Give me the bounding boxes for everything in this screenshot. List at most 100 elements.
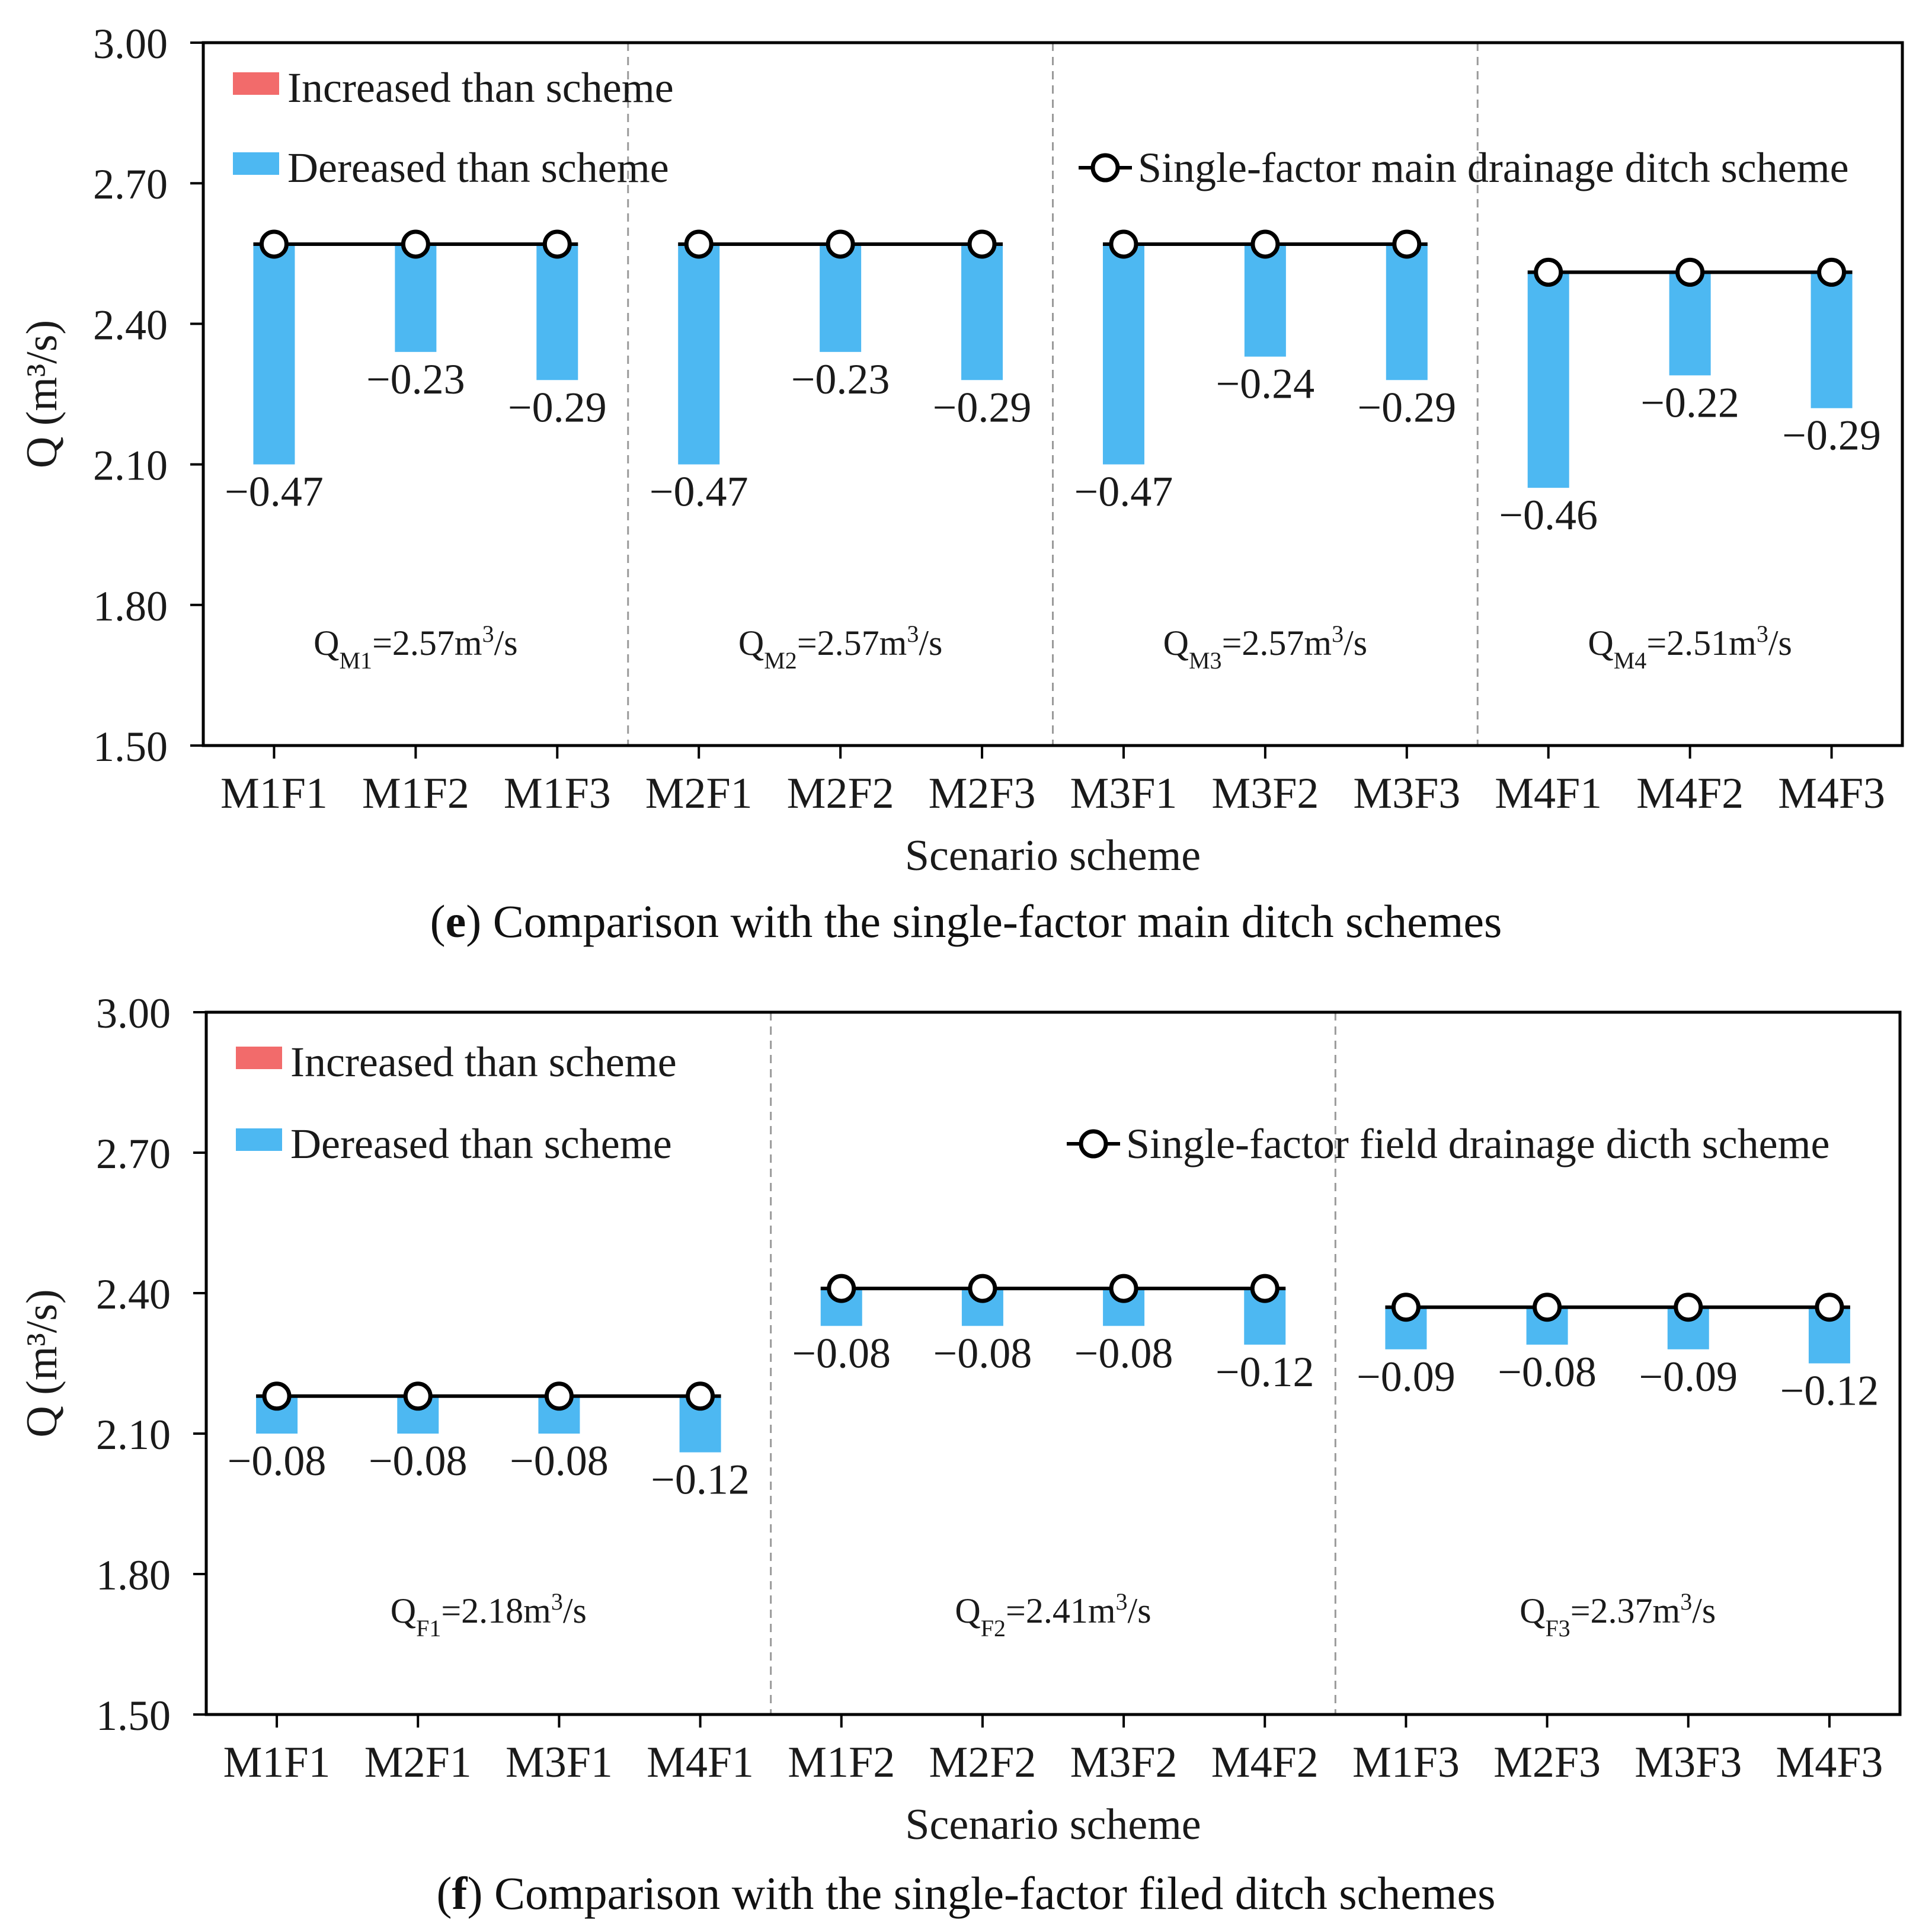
q-annotation-q_unit: /s [563, 1591, 587, 1630]
baseline-marker-M2F3 [1533, 1293, 1562, 1322]
y-tick-label: 1.50 [96, 1692, 171, 1739]
q-annotation-q_val: =2.41m [1006, 1591, 1116, 1630]
chart-panel-f: 1.50 1.80 2.10 2.40 2.70 3.00 Q (m³/s) −0.08 M1F… [18, 990, 1902, 1849]
bar-M4F1 [1527, 272, 1569, 488]
x-tick-label-M4F2: M4F2 [1636, 769, 1744, 818]
baseline-marker-M1F2 [827, 1274, 856, 1303]
y-tick-label: 2.40 [96, 1271, 171, 1318]
q-annotation-q_val: =2.57m [1222, 623, 1332, 663]
baseline-marker-M4F2 [1250, 1274, 1280, 1303]
bar-M4F3 [1811, 272, 1853, 408]
value-label-M3F1: −0.08 [510, 1437, 609, 1485]
y-tick-label: 1.80 [96, 1552, 171, 1599]
legend-decreased-swatch [236, 1128, 282, 1151]
caption-e-text: Comparison with the single-factor main d… [481, 895, 1502, 947]
x-tick-label-M3F3: M3F3 [1634, 1738, 1742, 1787]
q-annotation-q_sup: 3 [1332, 620, 1344, 647]
legend-decreased-label: Dereased than scheme [290, 1120, 672, 1167]
y-axis-label: Q (m³/s) [18, 1289, 66, 1437]
q-annotation-q_sub: M1 [339, 647, 372, 674]
x-tick-label-M4F3: M4F3 [1776, 1738, 1883, 1787]
x-axis-label: Scenario scheme [905, 1800, 1201, 1849]
legend-decreased-swatch [233, 152, 279, 175]
y-tick-label: 2.10 [93, 442, 168, 490]
q-annotation-q_val: =2.51m [1646, 623, 1757, 663]
legend-line-marker [1090, 153, 1120, 183]
caption-f-text: Comparison with the single-factor filed … [482, 1867, 1496, 1919]
value-label-M1F3: −0.09 [1357, 1353, 1456, 1400]
value-label-M4F1: −0.46 [1499, 491, 1598, 539]
y-axis-label: Q (m³/s) [18, 320, 66, 468]
q-annotation-q_sub: F2 [981, 1615, 1006, 1642]
y-tick-label: 2.40 [93, 301, 168, 348]
baseline-marker-M2F2 [826, 229, 855, 259]
x-tick-label-M2F3: M2F3 [1493, 1738, 1601, 1787]
plot-frame [204, 1010, 1902, 1716]
bar-M4F2 [1669, 272, 1711, 376]
value-label-M4F1: −0.12 [651, 1456, 750, 1504]
q-annotation-q_unit: /s [1692, 1591, 1716, 1630]
baseline-marker-M4F3 [1817, 257, 1847, 287]
q-annotation-q_sup: 3 [1757, 620, 1768, 647]
x-tick-label-M3F2: M3F2 [1211, 769, 1319, 818]
value-label-M4F3: −0.12 [1780, 1367, 1879, 1415]
baseline-marker-M4F3 [1815, 1293, 1844, 1322]
q-annotation-q_sym: Q [1520, 1591, 1545, 1630]
baseline-marker-M3F3 [1392, 229, 1422, 259]
bar-M2F1 [678, 244, 720, 465]
value-label-M4F3: −0.29 [1782, 412, 1881, 459]
baseline-marker-M3F1 [1109, 229, 1138, 259]
value-label-M4F2: −0.22 [1640, 379, 1739, 426]
x-tick-label-M2F2: M2F2 [929, 1738, 1036, 1787]
x-tick-label-M4F2: M4F2 [1211, 1738, 1319, 1787]
x-tick-label-M1F1: M1F1 [223, 1738, 331, 1787]
baseline-marker-M1F1 [259, 229, 289, 259]
x-tick-label-M4F1: M4F1 [647, 1738, 754, 1787]
q-annotation-q_sub: M4 [1614, 647, 1647, 674]
q-annotation-0: QF1=2.18m3/s [391, 1588, 587, 1642]
x-tick-label-M4F1: M4F1 [1495, 769, 1602, 818]
q-annotation-q_val: =2.18m [441, 1591, 551, 1630]
bar-M1F1 [253, 244, 295, 465]
legend-line-marker [1079, 1129, 1108, 1159]
x-tick-label-M3F2: M3F2 [1070, 1738, 1178, 1787]
q-annotation-q_sym: Q [955, 1591, 980, 1630]
value-label-M3F2: −0.08 [1074, 1329, 1173, 1377]
baseline-marker-M2F1 [403, 1381, 433, 1411]
value-label-M1F3: −0.29 [508, 383, 607, 431]
q-annotation-q_sym: Q [1588, 623, 1613, 663]
q-annotation-q_sym: Q [738, 623, 764, 663]
y-tick-label: 3.00 [93, 20, 168, 68]
y-tick-label: 2.70 [93, 161, 168, 208]
q-annotation-q_sup: 3 [907, 620, 919, 647]
x-tick-label-M4F3: M4F3 [1778, 769, 1885, 818]
q-annotation-q_sup: 3 [1680, 1588, 1692, 1615]
x-tick-label-M3F1: M3F1 [506, 1738, 613, 1787]
q-annotation-q_sym: Q [314, 623, 339, 663]
baseline-marker-M1F3 [1391, 1293, 1421, 1322]
value-label-M3F3: −0.09 [1639, 1353, 1738, 1400]
legend-line-label: Single-factor field drainage dicth schem… [1126, 1120, 1830, 1167]
y-tick-label: 3.00 [96, 990, 171, 1037]
y-tick-label: 2.70 [96, 1130, 171, 1178]
q-annotation-q_sup: 3 [482, 620, 494, 647]
x-tick-label-M1F1: M1F1 [220, 769, 328, 818]
q-annotation-1: QF2=2.41m3/s [955, 1588, 1151, 1642]
q-annotation-q_val: =2.57m [797, 623, 907, 663]
q-annotation-q_unit: /s [494, 623, 518, 663]
q-annotation-q_val: =2.57m [372, 623, 482, 663]
y-tick-label: 1.80 [93, 583, 168, 630]
bar-M1F2 [395, 244, 437, 352]
legend-line-label: Single-factor main drainage ditch scheme [1138, 144, 1849, 191]
plot-frame [201, 41, 1904, 747]
x-tick-label-M2F2: M2F2 [787, 769, 894, 818]
q-annotation-q_sub: M2 [764, 647, 797, 674]
x-tick-label-M2F3: M2F3 [929, 769, 1036, 818]
chart-panel-e: 1.50 1.80 2.10 2.40 2.70 3.00 Q (m³/s) −0.47 M1F… [18, 20, 1904, 880]
q-annotation-q_unit: /s [1128, 1591, 1151, 1630]
caption-e: (e) Comparison with the single-factor ma… [430, 895, 1502, 947]
q-annotation-2: QM3=2.57m3/s [1163, 620, 1367, 674]
baseline-marker-M4F2 [1675, 257, 1705, 287]
q-annotation-q_val: =2.37m [1570, 1591, 1681, 1630]
q-annotation-3: QM4=2.51m3/s [1588, 620, 1792, 674]
